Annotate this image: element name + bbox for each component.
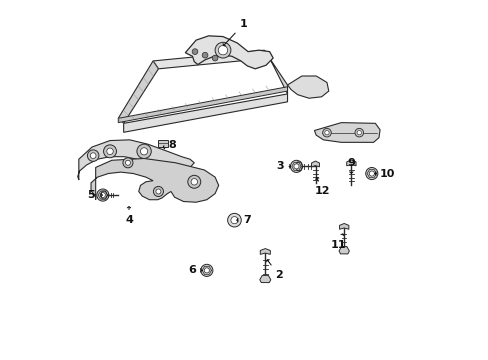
Circle shape — [212, 55, 218, 61]
Circle shape — [227, 213, 241, 227]
Polygon shape — [185, 36, 273, 69]
Polygon shape — [339, 224, 348, 229]
Polygon shape — [123, 94, 287, 132]
Circle shape — [156, 189, 161, 194]
Circle shape — [100, 193, 105, 198]
Polygon shape — [153, 50, 269, 69]
Polygon shape — [118, 87, 287, 123]
Circle shape — [324, 131, 328, 135]
Circle shape — [140, 148, 147, 155]
Polygon shape — [91, 158, 218, 202]
Circle shape — [153, 186, 163, 197]
Text: 11: 11 — [330, 234, 346, 250]
Circle shape — [87, 150, 99, 161]
Polygon shape — [311, 161, 319, 167]
Text: 7: 7 — [236, 215, 251, 225]
Bar — [158, 140, 167, 147]
Circle shape — [192, 49, 198, 54]
Text: 1: 1 — [223, 19, 247, 46]
Text: 6: 6 — [188, 265, 202, 275]
Text: 3: 3 — [275, 161, 290, 171]
Circle shape — [137, 144, 151, 158]
Circle shape — [187, 175, 201, 188]
Circle shape — [204, 268, 209, 273]
Circle shape — [122, 158, 133, 168]
Circle shape — [106, 148, 113, 154]
Polygon shape — [295, 162, 302, 171]
Text: 12: 12 — [314, 178, 330, 197]
Circle shape — [201, 264, 212, 276]
Polygon shape — [118, 61, 158, 123]
Circle shape — [354, 129, 363, 137]
Circle shape — [293, 164, 299, 169]
Polygon shape — [287, 76, 328, 98]
Circle shape — [218, 45, 227, 55]
Circle shape — [290, 160, 302, 172]
Polygon shape — [338, 247, 348, 254]
Circle shape — [97, 189, 109, 201]
Polygon shape — [100, 191, 107, 199]
Text: 2: 2 — [266, 260, 282, 280]
Text: 9: 9 — [346, 158, 355, 174]
Polygon shape — [314, 123, 379, 142]
Text: 8: 8 — [163, 140, 176, 150]
Polygon shape — [260, 248, 270, 255]
Text: 5: 5 — [87, 190, 102, 200]
Circle shape — [365, 167, 377, 180]
Circle shape — [230, 217, 238, 224]
Circle shape — [215, 42, 230, 58]
Circle shape — [368, 171, 374, 176]
Circle shape — [125, 160, 130, 165]
Text: 10: 10 — [374, 168, 394, 179]
Polygon shape — [264, 50, 287, 94]
Polygon shape — [78, 140, 194, 180]
Circle shape — [202, 52, 207, 58]
Circle shape — [322, 129, 330, 137]
Polygon shape — [346, 160, 355, 166]
Polygon shape — [259, 275, 270, 283]
Circle shape — [90, 153, 96, 158]
Circle shape — [191, 179, 197, 185]
Text: 4: 4 — [125, 207, 133, 225]
Circle shape — [356, 131, 361, 135]
Circle shape — [103, 145, 116, 158]
